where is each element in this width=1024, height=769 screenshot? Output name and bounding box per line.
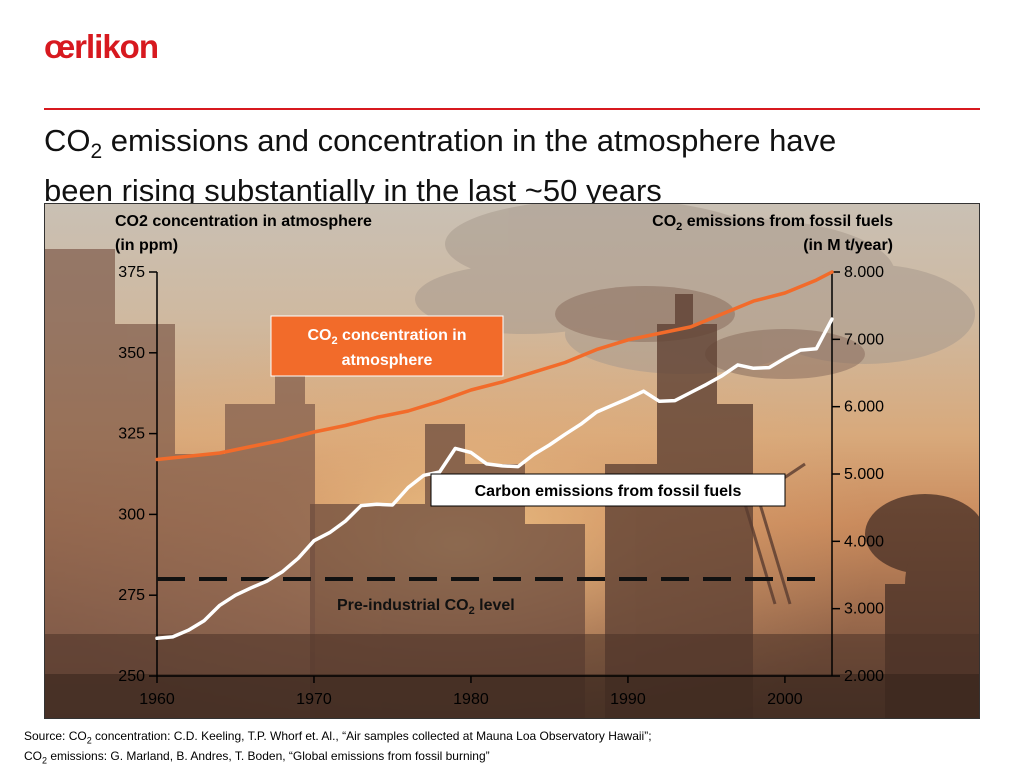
right-tick-label: 6.000 <box>844 399 884 416</box>
source-subscript: 2 <box>86 735 92 746</box>
title-line2: been rising substantially in the last ~5… <box>44 173 662 208</box>
title-co: CO <box>44 123 91 158</box>
left-tick-label: 275 <box>118 587 145 604</box>
left-tick-label: 250 <box>118 668 145 685</box>
carbon-emissions-line <box>155 317 834 641</box>
x-tick-label: 1990 <box>610 691 646 708</box>
left-tick-label: 375 <box>118 264 145 281</box>
left-tick-label: 300 <box>118 506 145 523</box>
co2-chart: 375 350 325 300 275 250 8.000 7.000 6.000 5.000 4.… <box>45 204 979 718</box>
co2-concentration-label-line1: CO2 concentration in <box>307 327 466 347</box>
left-tick-label: 325 <box>118 426 145 443</box>
page-title: CO2 emissions and concentration in the a… <box>44 121 984 210</box>
title-subscript: 2 <box>90 140 103 163</box>
source-prefix-2: CO <box>24 749 42 764</box>
x-tick-label: 2000 <box>767 691 803 708</box>
carbon-emissions-label: Carbon emissions from fossil fuels <box>475 483 742 500</box>
right-tick-label: 2.000 <box>844 668 884 685</box>
source-line-1: Source: CO2 concentration: C.D. Keeling,… <box>24 728 1004 748</box>
left-axis-unit: (in ppm) <box>115 237 178 254</box>
source-text-2: emissions: G. Marland, B. Andres, T. Bod… <box>47 749 490 764</box>
right-axis-title: CO2 emissions from fossil fuels <box>652 213 893 233</box>
header-divider <box>44 108 980 110</box>
oerlikon-logo: œrlikon <box>44 28 159 65</box>
x-tick-label: 1970 <box>296 691 332 708</box>
chart-panel: 375 350 325 300 275 250 8.000 7.000 6.000 5.000 4.… <box>44 203 980 719</box>
title-rest: emissions and concentration in the atmos… <box>102 123 837 158</box>
left-tick-label: 350 <box>118 345 145 362</box>
source-prefix: Source: CO <box>24 729 87 743</box>
source-line-2: CO2 emissions: G. Marland, B. Andres, T.… <box>24 748 1004 768</box>
right-tick-label: 3.000 <box>844 601 884 618</box>
left-axis-title: CO2 concentration in atmosphere <box>115 213 372 230</box>
chart-layer: 375 350 325 300 275 250 8.000 7.000 6.000 5.000 4.… <box>115 213 893 708</box>
source-text: concentration: C.D. Keeling, T.P. Whorf … <box>91 729 652 743</box>
pre-industrial-label: Pre-industrial CO2 level <box>337 597 515 617</box>
right-tick-label: 8.000 <box>844 264 884 281</box>
carbon-emissions-label-box <box>430 473 786 507</box>
source-subscript-2: 2 <box>42 755 48 766</box>
x-tick-label: 1960 <box>139 691 175 708</box>
co2-concentration-label-line2: atmosphere <box>342 352 433 369</box>
right-tick-label: 4.000 <box>844 533 884 550</box>
right-tick-label: 5.000 <box>844 466 884 483</box>
x-tick-label: 1980 <box>453 691 489 708</box>
right-tick-label: 7.000 <box>844 331 884 348</box>
co2-concentration-label-box <box>270 315 504 377</box>
industrial-skyline-background <box>45 204 979 718</box>
source-note: Source: CO2 concentration: C.D. Keeling,… <box>24 728 1004 769</box>
co2-concentration-line <box>155 270 834 462</box>
right-axis-unit: (in M t/year) <box>803 237 893 254</box>
